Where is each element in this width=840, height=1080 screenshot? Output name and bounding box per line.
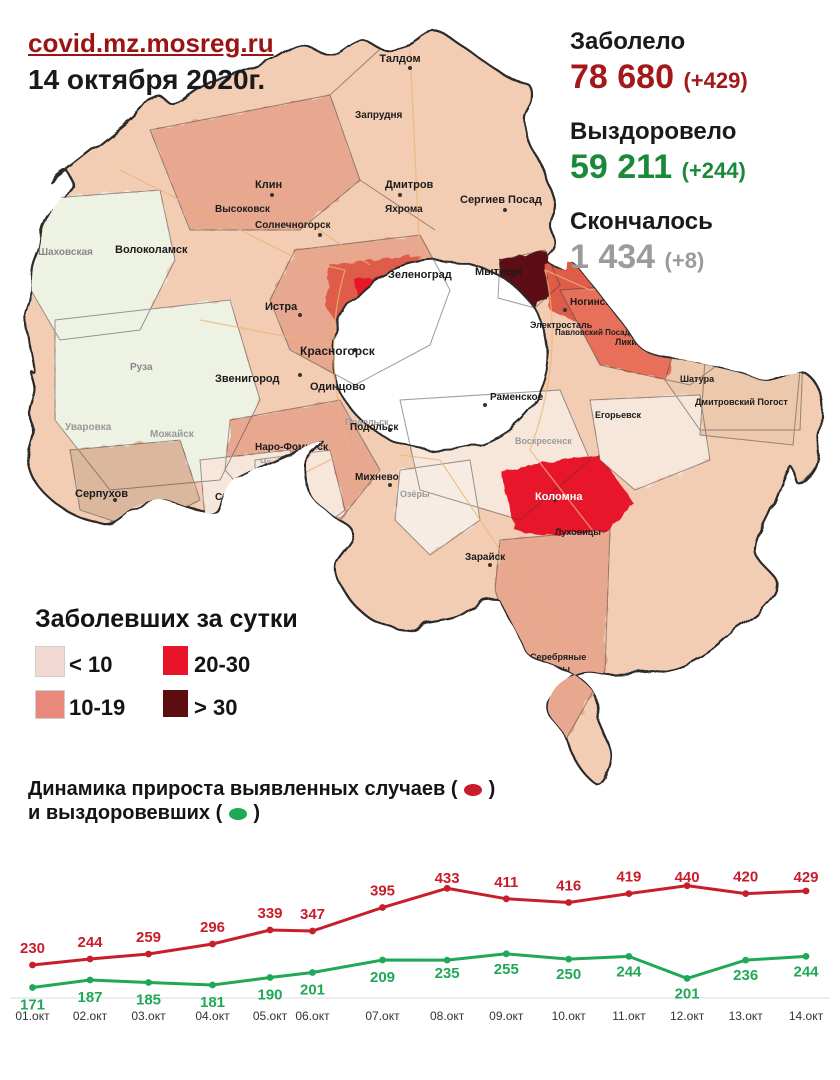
svg-text:08.окт: 08.окт	[430, 1009, 465, 1023]
svg-text:05.окт: 05.окт	[253, 1009, 288, 1023]
svg-text:Красногорск: Красногорск	[300, 344, 376, 358]
svg-text:12.окт: 12.окт	[670, 1009, 705, 1023]
svg-text:Волоколамск: Волоколамск	[115, 244, 188, 256]
svg-text:Уваровка: Уваровка	[65, 422, 112, 433]
svg-text:Мытищи: Мытищи	[475, 266, 522, 278]
svg-text:01.окт: 01.окт	[15, 1009, 50, 1023]
svg-text:Раменское: Раменское	[490, 392, 544, 403]
svg-text:433: 433	[435, 870, 460, 887]
svg-text:Талдом: Талдом	[379, 53, 420, 65]
svg-text:Воскресенск: Воскресенск	[515, 436, 572, 446]
svg-text:Истра: Истра	[265, 301, 298, 313]
svg-text:429: 429	[793, 870, 818, 886]
svg-text:Сергиев Посад: Сергиев Посад	[460, 194, 542, 206]
svg-text:Луховицы: Луховицы	[555, 527, 601, 537]
svg-text:Высоковск: Высоковск	[215, 204, 271, 215]
svg-text:187: 187	[77, 989, 102, 1006]
svg-text:02.окт: 02.окт	[73, 1009, 108, 1023]
svg-text:04.окт: 04.окт	[195, 1009, 230, 1023]
svg-text:296: 296	[200, 919, 225, 936]
svg-text:Клин: Клин	[255, 179, 282, 191]
svg-text:Можайск: Можайск	[150, 429, 195, 440]
svg-text:416: 416	[556, 878, 581, 895]
svg-text:Ногинск: Ногинск	[570, 297, 611, 308]
svg-text:06.окт: 06.окт	[295, 1009, 330, 1023]
svg-text:Солнечногорск: Солнечногорск	[255, 220, 332, 231]
svg-text:Михнево: Михнево	[355, 472, 399, 483]
svg-text:419: 419	[616, 870, 641, 886]
svg-text:201: 201	[300, 982, 325, 999]
svg-text:347: 347	[300, 906, 325, 923]
svg-text:Звенигород: Звенигород	[215, 373, 279, 385]
svg-text:440: 440	[675, 870, 700, 886]
svg-text:411: 411	[494, 874, 518, 891]
svg-text:Ликино-Дулёво: Ликино-Дулёво	[615, 337, 684, 347]
svg-text:236: 236	[733, 967, 758, 984]
svg-text:244: 244	[77, 934, 103, 951]
svg-text:250: 250	[556, 966, 581, 983]
svg-text:09.окт: 09.окт	[489, 1009, 524, 1023]
svg-text:03.окт: 03.окт	[131, 1009, 166, 1023]
svg-text:Рошаль: Рошаль	[735, 327, 771, 337]
svg-text:Коломна: Коломна	[535, 491, 583, 503]
svg-text:Зарайск: Зарайск	[465, 552, 506, 563]
svg-text:10.окт: 10.окт	[552, 1009, 587, 1023]
svg-text:230: 230	[20, 940, 45, 957]
svg-text:259: 259	[136, 929, 161, 946]
svg-text:07.окт: 07.окт	[365, 1009, 400, 1023]
svg-text:244: 244	[616, 963, 642, 980]
svg-text:Орехово-Зуево: Орехово-Зуево	[610, 297, 686, 308]
svg-text:14.окт: 14.окт	[789, 1009, 824, 1023]
svg-text:Подольск: Подольск	[350, 422, 399, 433]
svg-text:Озёры: Озёры	[400, 489, 430, 499]
svg-text:Одинцово: Одинцово	[310, 381, 366, 393]
svg-text:Пущино: Пущино	[118, 520, 154, 530]
svg-text:Серебряные: Серебряные	[530, 652, 586, 662]
svg-text:209: 209	[370, 969, 395, 986]
svg-text:Шатура: Шатура	[680, 374, 715, 384]
svg-text:244: 244	[793, 963, 819, 980]
svg-text:201: 201	[675, 985, 700, 1002]
svg-text:339: 339	[257, 905, 282, 922]
svg-text:11.окт: 11.окт	[612, 1009, 646, 1023]
svg-text:Зеленоград: Зеленоград	[388, 269, 452, 281]
svg-text:Егорьевск: Егорьевск	[595, 410, 641, 420]
svg-text:420: 420	[733, 870, 758, 886]
svg-text:255: 255	[494, 961, 519, 978]
svg-text:Шаховская: Шаховская	[38, 247, 93, 258]
svg-text:Яхрома: Яхрома	[385, 204, 423, 215]
svg-text:190: 190	[257, 987, 282, 1004]
svg-text:Серпухов: Серпухов	[75, 488, 128, 500]
svg-text:Запрудня: Запрудня	[355, 110, 403, 121]
svg-text:235: 235	[435, 965, 460, 982]
svg-text:Чехов: Чехов	[260, 457, 287, 467]
svg-text:Дмитровский Погост: Дмитровский Погост	[695, 397, 788, 407]
svg-text:395: 395	[370, 883, 395, 900]
svg-text:Дмитров: Дмитров	[385, 179, 434, 191]
svg-text:13.окт: 13.окт	[729, 1009, 764, 1023]
svg-text:Руза: Руза	[130, 362, 153, 373]
svg-text:Кашира: Кашира	[270, 532, 305, 542]
svg-text:Павловский Посад: Павловский Посад	[555, 328, 630, 337]
